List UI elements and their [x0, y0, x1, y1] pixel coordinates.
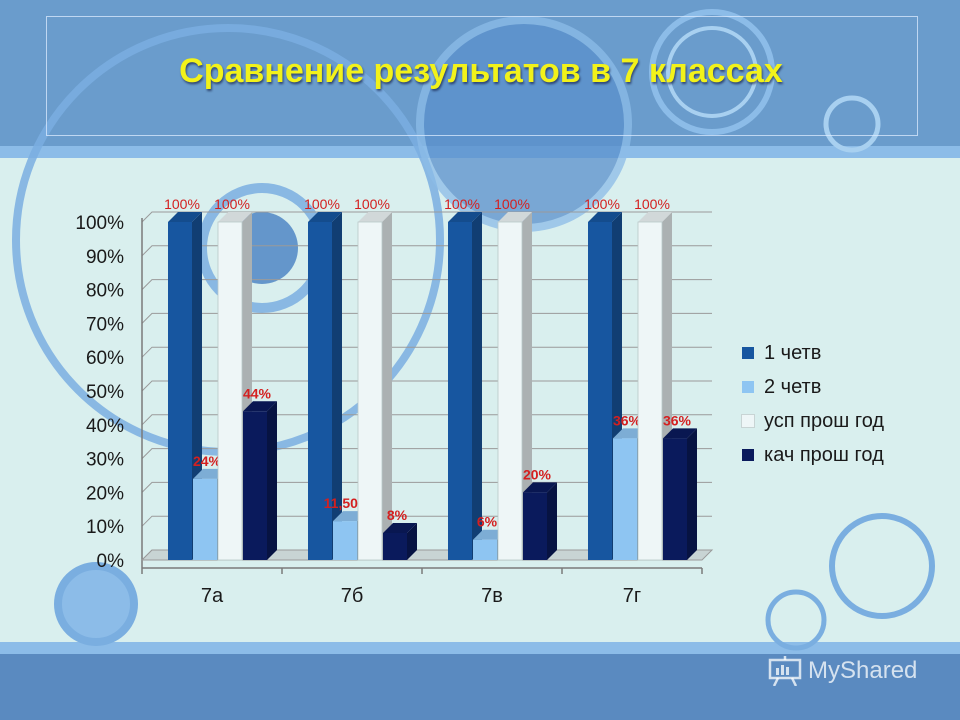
data-label: 6%: [477, 514, 498, 530]
bar-front: [357, 221, 383, 561]
bar-side: [332, 212, 342, 560]
data-label: 24%: [193, 453, 222, 469]
bar-chart: 0% 10% 20% 30% 40% 50% 60% 70% 80% 90% 100% 100% 24%…: [75, 196, 714, 607]
legend-swatch: [742, 381, 754, 393]
data-label: 100%: [584, 196, 620, 212]
bar-top: [358, 212, 392, 222]
legend-item: усп прош год: [741, 404, 885, 438]
bar-top: [588, 212, 622, 222]
data-label: 100%: [304, 196, 340, 212]
chart-legend: 1 четв 2 четв усп прош год кач прош год: [741, 336, 885, 472]
data-label: 20%: [523, 466, 552, 482]
data-label: 44%: [243, 385, 272, 401]
bar-front: [588, 222, 612, 560]
bar-top: [383, 522, 417, 533]
title-frame: [46, 16, 918, 136]
bar: [357, 212, 392, 561]
bar-side: [687, 428, 697, 560]
bar-front: [308, 222, 332, 560]
legend-item: 2 четв: [742, 370, 884, 404]
legend-swatch: [742, 347, 754, 359]
bar-front: [193, 478, 217, 560]
bar-front: [613, 438, 637, 560]
y-tick-label: 80%: [86, 281, 124, 302]
y-tick-label: 30%: [86, 450, 124, 471]
footer-band: [0, 642, 960, 654]
bar-side: [472, 212, 482, 560]
x-tick-label: 7г: [623, 585, 641, 607]
bar: [243, 401, 277, 560]
data-label: 100%: [494, 196, 530, 212]
watermark: MyShared: [768, 656, 917, 686]
data-label: 8%: [387, 507, 408, 523]
bar-top: [218, 212, 252, 222]
y-tick-label: 40%: [86, 416, 124, 437]
legend-label: кач прош год: [764, 443, 884, 466]
bar-top: [243, 401, 277, 412]
bar-front: [637, 221, 663, 561]
bar: [663, 428, 697, 560]
y-tick-label: 100%: [75, 213, 124, 234]
bar-top: [638, 212, 672, 222]
x-tick-label: 7б: [341, 585, 364, 607]
bar: [497, 212, 532, 561]
watermark-text: MyShared: [808, 657, 918, 684]
bar-top: [448, 212, 482, 222]
y-tick-label: 0%: [97, 551, 125, 572]
data-label: 100%: [354, 196, 390, 212]
legend-label: усп прош год: [764, 409, 885, 432]
y-tick-label: 10%: [86, 517, 124, 538]
x-tick-label: 7а: [201, 585, 224, 607]
bar-side: [382, 212, 392, 560]
data-label: 100%: [444, 196, 480, 212]
data-label: 100%: [164, 196, 200, 212]
bar-side: [267, 401, 277, 560]
presentation-board-icon: [768, 656, 802, 686]
bar: [308, 212, 342, 560]
bar-top: [168, 212, 202, 222]
bar-top: [523, 482, 557, 493]
data-label: 100%: [214, 196, 250, 212]
bar: [168, 212, 202, 560]
legend-label: 1 четв: [764, 341, 822, 364]
bar-top: [308, 212, 342, 222]
bar-side: [407, 522, 417, 560]
bar: [523, 482, 557, 560]
bar-front: [523, 492, 547, 560]
bar-front: [168, 222, 192, 560]
bar: [448, 212, 482, 560]
legend-label: 2 четв: [764, 375, 822, 398]
bar-front: [383, 532, 407, 560]
slide-title: Сравнение результатов в 7 классах: [179, 52, 783, 90]
legend-item: кач прош год: [742, 438, 884, 472]
legend-swatch: [742, 449, 754, 461]
bar-front: [243, 411, 267, 560]
bar-front: [663, 438, 687, 560]
y-tick-label: 20%: [86, 483, 124, 504]
y-tick-label: 50%: [86, 382, 124, 403]
legend-swatch: [741, 414, 755, 428]
bar-front: [333, 521, 357, 560]
bar: [383, 522, 417, 560]
bar-front: [448, 222, 472, 560]
bar-side: [522, 212, 532, 560]
data-label: 100%: [634, 196, 670, 212]
legend-item: 1 четв: [742, 336, 884, 370]
data-label: 36%: [663, 412, 692, 428]
x-tick-label: 7в: [481, 585, 503, 607]
bar-front: [473, 539, 497, 560]
data-label: 36%: [613, 412, 642, 428]
y-tick-label: 70%: [86, 314, 124, 335]
bar-side: [547, 482, 557, 560]
y-tick-label: 60%: [86, 348, 124, 369]
bar-top: [663, 428, 697, 439]
bar-front: [497, 221, 523, 561]
y-tick-label: 90%: [86, 247, 124, 268]
bar-front: [217, 221, 243, 561]
bar-top: [498, 212, 532, 222]
